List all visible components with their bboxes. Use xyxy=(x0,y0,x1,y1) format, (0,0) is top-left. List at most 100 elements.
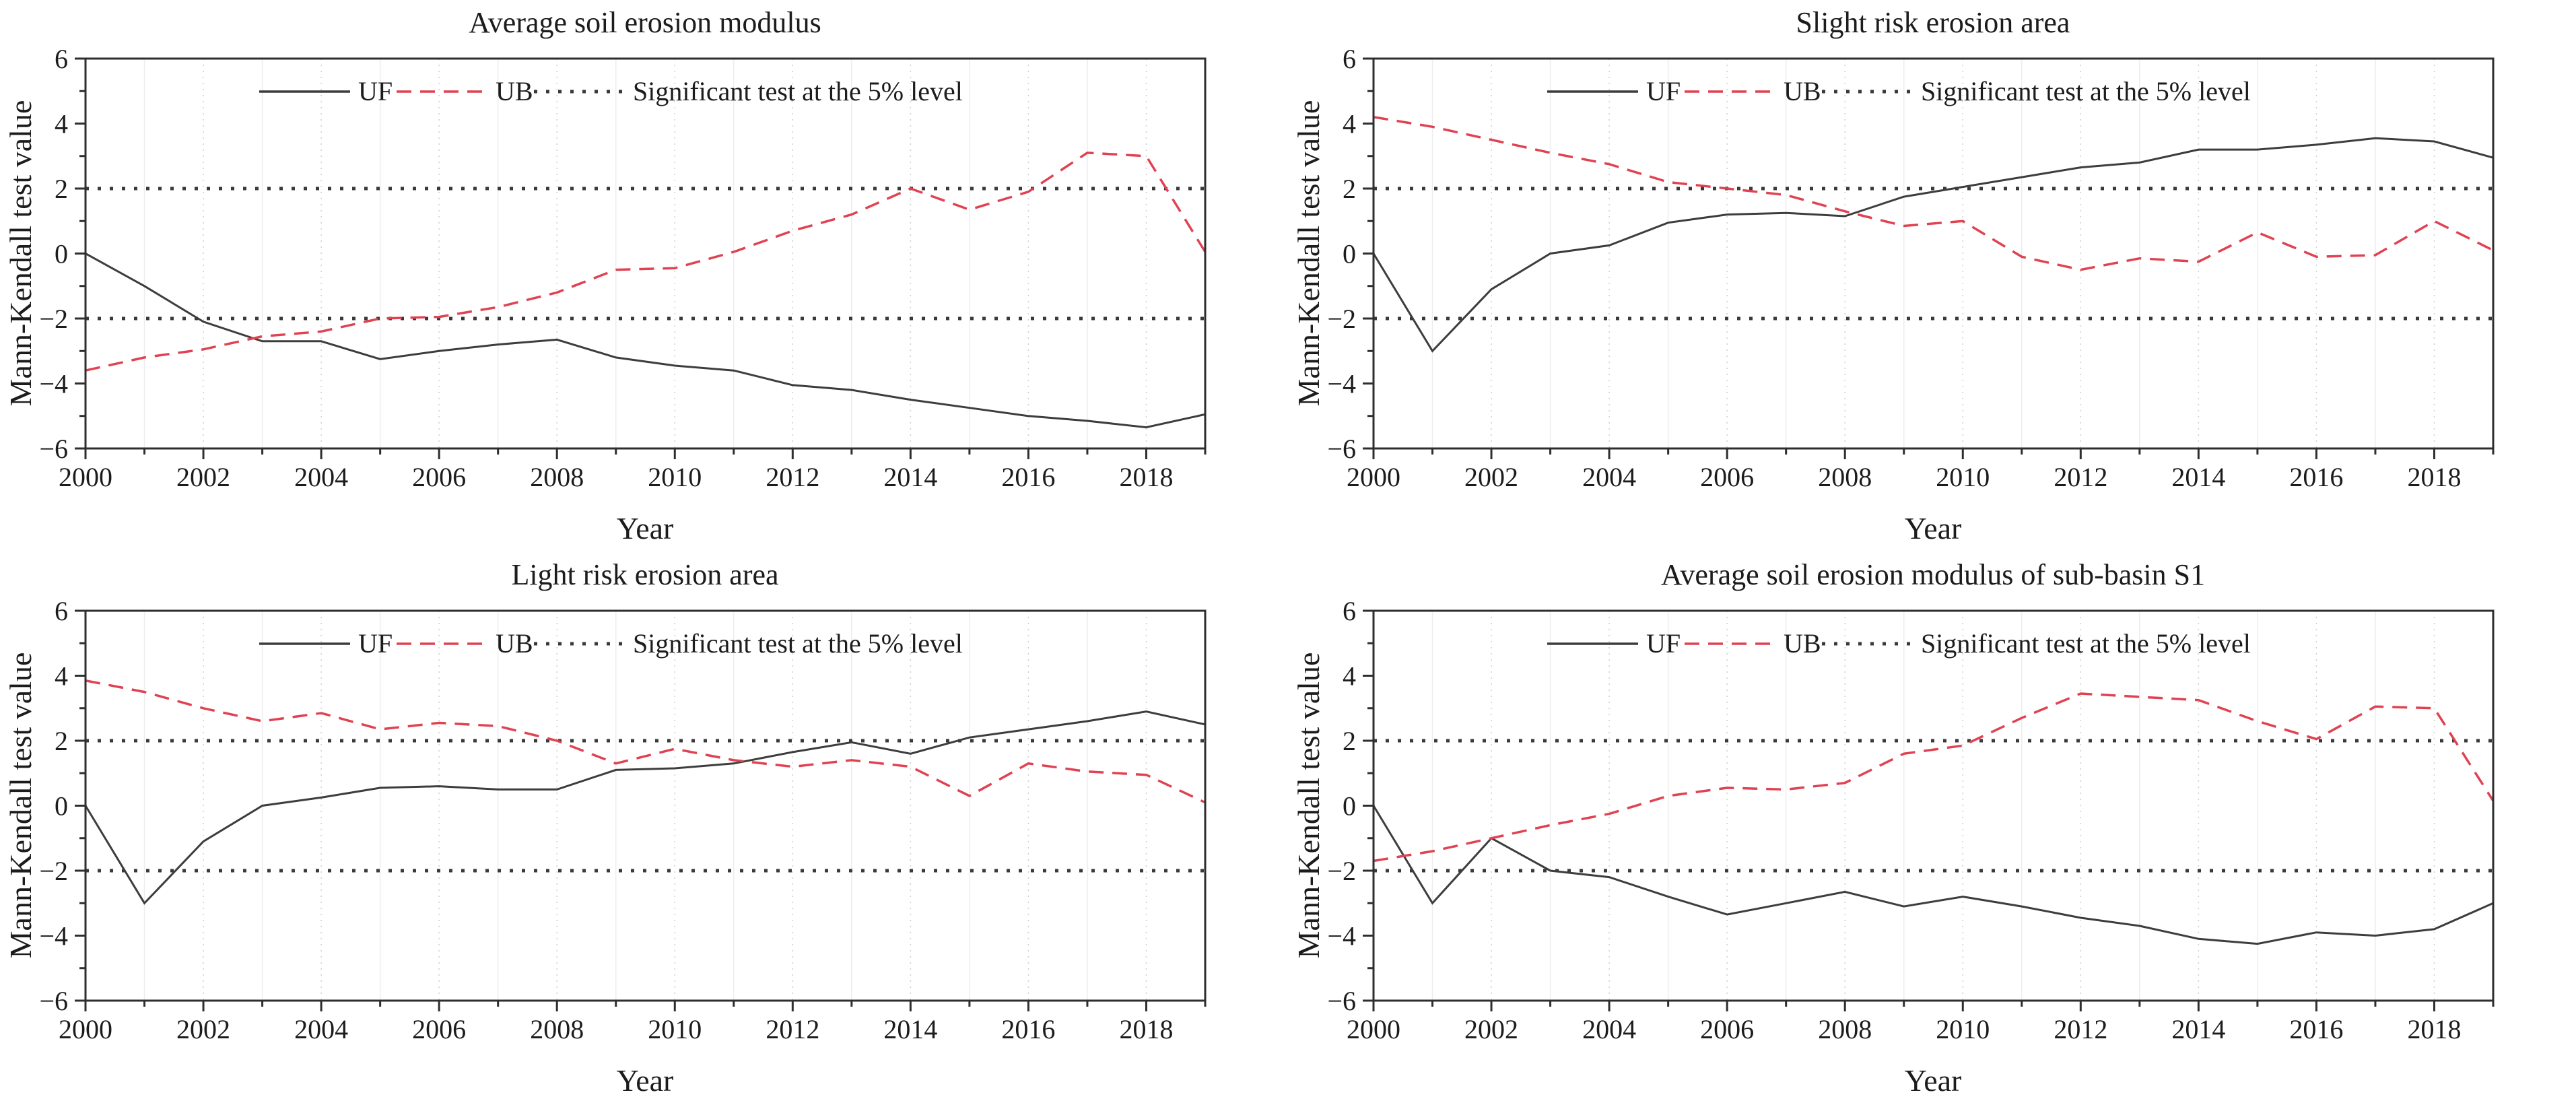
plot-frame xyxy=(84,57,1207,450)
legend: UF UB Significant test at the 5% level xyxy=(1547,76,2251,106)
x-axis-label: Year xyxy=(1905,1063,1962,1098)
mann-kendall-chart-4: 2000 2002 2004 2006 2008 2010 2012 2014 2016 2018… xyxy=(1291,558,2495,1098)
significance-lines xyxy=(1374,187,2493,321)
x-tick-label: 2004 xyxy=(294,1014,348,1044)
gridlines xyxy=(1431,59,2494,448)
x-tick-label: 2008 xyxy=(530,462,584,492)
chart-panel-2: 2000 2002 2004 2006 2008 2010 2012 2014 2016 2018… xyxy=(1288,0,2576,552)
y-tick-label: 6 xyxy=(1343,44,1356,74)
x-axis-label: Year xyxy=(617,511,674,545)
ub-line xyxy=(85,679,1206,804)
x-tick-label: 2014 xyxy=(883,462,937,492)
legend-label: Significant test at the 5% level xyxy=(1921,628,2251,659)
y-tick-label: 6 xyxy=(1343,596,1356,626)
x-tick-label: 2008 xyxy=(1818,1014,1872,1044)
y-axis-label: Mann-Kendall test value xyxy=(3,652,38,959)
x-tick-label: 2000 xyxy=(59,462,112,492)
x-axis-label: Year xyxy=(617,1063,674,1098)
significance-lines xyxy=(1374,739,2493,873)
y-axis: −6 −4 −2 0 2 4 6 xyxy=(1327,44,1374,464)
plot-frame xyxy=(1372,57,2495,450)
legend-label: UF xyxy=(1646,76,1681,106)
x-tick-label: 2010 xyxy=(1936,1014,1990,1044)
uf-line xyxy=(84,710,1206,905)
x-tick-label: 2010 xyxy=(1936,462,1990,492)
x-tick-label: 2004 xyxy=(1582,462,1636,492)
legend-label: Significant test at the 5% level xyxy=(633,628,963,659)
y-tick-label: −4 xyxy=(39,369,68,399)
x-tick-label: 2018 xyxy=(2407,462,2461,492)
y-axis-label: Mann-Kendall test value xyxy=(3,100,38,407)
x-tick-label: 2014 xyxy=(883,1014,937,1044)
x-tick-label: 2010 xyxy=(648,462,702,492)
gridlines xyxy=(143,611,1206,1001)
y-tick-label: 0 xyxy=(55,239,68,269)
y-tick-label: −2 xyxy=(1327,304,1356,334)
legend-label: Significant test at the 5% level xyxy=(633,76,963,106)
ub-line xyxy=(85,152,1207,372)
x-axis: 2000 2002 2004 2006 2008 2010 2012 2014 2016 2018 xyxy=(1347,448,2495,492)
x-tick-label: 2016 xyxy=(1001,1014,1055,1044)
x-tick-label: 2002 xyxy=(1464,462,1518,492)
y-tick-label: 2 xyxy=(55,726,68,756)
x-tick-label: 2006 xyxy=(412,1014,466,1044)
y-tick-label: 4 xyxy=(1343,109,1356,139)
y-tick-label: −4 xyxy=(1327,369,1356,399)
x-tick-label: 2006 xyxy=(412,462,466,492)
y-tick-label: 4 xyxy=(55,661,68,692)
y-axis: −6 −4 −2 0 2 4 6 xyxy=(39,44,86,464)
y-axis: −6 −4 −2 0 2 4 6 xyxy=(1327,596,1374,1016)
ub-line xyxy=(1373,116,2494,271)
y-tick-label: 2 xyxy=(55,174,68,204)
x-tick-label: 2016 xyxy=(1001,462,1055,492)
x-tick-label: 2000 xyxy=(1347,1014,1400,1044)
y-tick-label: −6 xyxy=(39,434,68,464)
significance-lines xyxy=(86,187,1205,321)
y-tick-label: −4 xyxy=(1327,921,1356,951)
legend-label: UB xyxy=(496,76,533,106)
significance-lines xyxy=(86,739,1205,873)
y-tick-label: 4 xyxy=(1343,661,1356,692)
x-tick-label: 2012 xyxy=(766,462,819,492)
y-tick-label: 0 xyxy=(1343,791,1356,822)
gridlines xyxy=(1431,611,2494,1001)
chart-panel-1: 2000 2002 2004 2006 2008 2010 2012 2014 2016 2018… xyxy=(0,0,1288,552)
y-tick-label: −6 xyxy=(1327,434,1356,464)
y-axis-label: Mann-Kendall test value xyxy=(1291,100,1326,407)
x-tick-label: 2014 xyxy=(2171,462,2225,492)
chart-title: Average soil erosion modulus xyxy=(469,6,821,39)
x-tick-label: 2014 xyxy=(2171,1014,2225,1044)
x-tick-label: 2018 xyxy=(1119,1014,1173,1044)
x-tick-label: 2002 xyxy=(1464,1014,1518,1044)
x-axis: 2000 2002 2004 2006 2008 2010 2012 2014 2016 2018 xyxy=(59,448,1207,492)
y-tick-label: 0 xyxy=(1343,239,1356,269)
y-tick-label: 0 xyxy=(55,791,68,822)
x-tick-label: 2012 xyxy=(2054,462,2107,492)
legend-label: UB xyxy=(1784,628,1821,659)
chart-panel-3: 2000 2002 2004 2006 2008 2010 2012 2014 2016 2018… xyxy=(0,552,1288,1104)
plot-area: 2000 2002 2004 2006 2008 2010 2012 2014 2016 2018… xyxy=(39,596,1207,1044)
y-tick-label: −6 xyxy=(39,986,68,1016)
plot-area: 2000 2002 2004 2006 2008 2010 2012 2014 2016 2018… xyxy=(1327,596,2495,1044)
plot-area: 2000 2002 2004 2006 2008 2010 2012 2014 2016 2018… xyxy=(39,44,1207,492)
y-axis-label: Mann-Kendall test value xyxy=(1291,652,1326,959)
mann-kendall-chart-1: 2000 2002 2004 2006 2008 2010 2012 2014 2016 2018… xyxy=(3,6,1207,545)
x-tick-label: 2016 xyxy=(2289,462,2343,492)
chart-title: Slight risk erosion area xyxy=(1796,6,2070,39)
chart-title: Light risk erosion area xyxy=(511,558,778,591)
mann-kendall-chart-2: 2000 2002 2004 2006 2008 2010 2012 2014 2016 2018… xyxy=(1291,6,2495,545)
chart-panel-4: 2000 2002 2004 2006 2008 2010 2012 2014 2016 2018… xyxy=(1288,552,2576,1104)
mann-kendall-chart-3: 2000 2002 2004 2006 2008 2010 2012 2014 2016 2018… xyxy=(3,558,1207,1098)
x-axis-label: Year xyxy=(1905,511,1962,545)
x-tick-label: 2012 xyxy=(2054,1014,2107,1044)
legend-label: UB xyxy=(1784,76,1821,106)
uf-line xyxy=(85,253,1206,429)
x-tick-label: 2006 xyxy=(1700,1014,1754,1044)
legend-label: UF xyxy=(358,628,393,659)
x-tick-label: 2008 xyxy=(530,1014,584,1044)
legend: UF UB Significant test at the 5% level xyxy=(259,76,963,106)
y-tick-label: −2 xyxy=(39,856,68,886)
x-tick-label: 2010 xyxy=(648,1014,702,1044)
x-tick-label: 2004 xyxy=(294,462,348,492)
legend: UF UB Significant test at the 5% level xyxy=(1547,628,2251,659)
